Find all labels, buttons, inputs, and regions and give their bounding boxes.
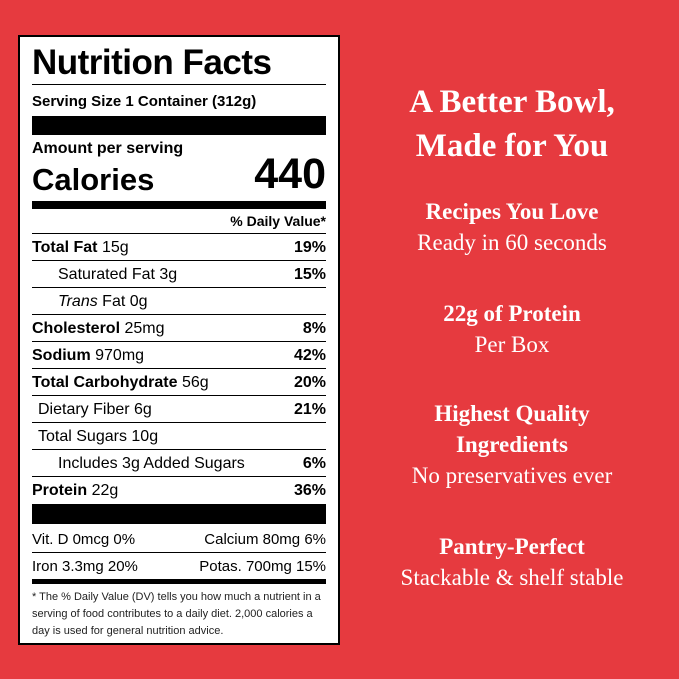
nutrient-dv: 15% [293, 265, 326, 283]
nutrient-row: Protein 22g 36% [32, 476, 326, 504]
nutrient-dv: 19% [293, 238, 326, 256]
nutrient-name: Cholesterol [32, 319, 121, 337]
nutrient-name: Sodium [32, 346, 91, 364]
dv-header: % Daily Value* [230, 213, 326, 229]
nutrient-amount: 0g [129, 292, 148, 310]
headline: Made for You [415, 128, 609, 164]
feature-subtitle: No preservatives ever [411, 463, 613, 488]
vitamin: Potas. 700mg 15% [199, 558, 326, 575]
nutrient-amount: 970mg [95, 346, 145, 364]
nutrient-amount: 56g [181, 373, 209, 391]
feature-subtitle: Per Box [474, 332, 550, 357]
feature-title: Pantry-Perfect [439, 534, 585, 559]
nutrient-name: Dietary Fiber [38, 400, 130, 418]
serving-size: Serving Size 1 Container (312g) [32, 93, 326, 110]
nutrient-row: Trans Fat 0g [32, 287, 326, 315]
nutrient-row: Dietary Fiber 6g 21% [32, 395, 326, 423]
nutrient-name: Saturated Fat [58, 265, 155, 283]
thick-bar [32, 504, 326, 524]
nutrient-name: Protein [32, 481, 88, 499]
thick-bar [32, 201, 326, 209]
nutrient-dv: 8% [302, 319, 326, 337]
feature-subtitle: Stackable & shelf stable [400, 565, 624, 590]
nutrient-name: Fat [102, 292, 126, 310]
vitamin: Vit. D 0mcg 0% [32, 531, 136, 548]
nutrient-name: Total Fat [32, 238, 98, 256]
serving-size-label: Serving Size [32, 93, 122, 110]
vitamin-row: Vit. D 0mcg 0% Calcium 80mg 6% [32, 531, 326, 548]
label-title: Nutrition Facts [32, 43, 272, 82]
footnote: * The % Daily Value (DV) tells you how m… [32, 591, 321, 637]
nutrient-dv: 21% [293, 400, 326, 418]
nutrient-row: Includes 3g Added Sugars 6% [32, 449, 326, 477]
thick-bar [32, 116, 326, 135]
nutrient-dv: 20% [293, 373, 326, 391]
feature-title: Ingredients [455, 432, 569, 457]
feature-title: Recipes You Love [425, 199, 599, 224]
nutrient-row: Saturated Fat 3g 15% [32, 260, 326, 288]
nutrient-name: Total Carbohydrate [32, 373, 178, 391]
vitamin-row: Iron 3.3mg 20% Potas. 700mg 15% [32, 558, 326, 575]
rule [32, 84, 326, 85]
nutrient-amount: 25mg [124, 319, 165, 337]
rule [32, 552, 326, 553]
amount-per-serving: Amount per serving [32, 140, 184, 157]
nutrient-amount: 3g [159, 265, 178, 283]
vitamin: Iron 3.3mg 20% [32, 558, 138, 575]
nutrient-name-italic: Trans [58, 292, 98, 310]
nutrient-dv: 42% [293, 346, 326, 364]
nutrient-row: Total Fat 15g 19% [32, 233, 326, 261]
nutrient-name: Includes 3g Added Sugars [58, 454, 245, 472]
calories-label: Calories [32, 162, 155, 197]
nutrient-amount: 10g [131, 427, 159, 445]
vitamin: Calcium 80mg 6% [204, 531, 326, 548]
thick-bar [32, 579, 326, 584]
nutrient-amount: 15g [101, 238, 129, 256]
feature-subtitle: Ready in 60 seconds [417, 230, 607, 255]
nutrient-row: Total Sugars 10g [32, 422, 326, 450]
headline: A Better Bowl, [409, 84, 615, 120]
nutrient-amount: 6g [134, 400, 152, 418]
nutrient-row: Sodium 970mg 42% [32, 341, 326, 369]
nutrition-label: Nutrition Facts Serving Size 1 Container… [18, 35, 340, 645]
calories-value: 440 [254, 150, 326, 198]
feature-title: Highest Quality [434, 401, 590, 426]
serving-size-value: 1 Container (312g) [125, 93, 257, 110]
nutrient-amount: 22g [91, 481, 119, 499]
nutrient-dv: 36% [293, 481, 326, 499]
nutrient-row: Cholesterol 25mg 8% [32, 314, 326, 342]
nutrient-row: Total Carbohydrate 56g 20% [32, 368, 326, 396]
nutrient-dv: 6% [302, 454, 326, 472]
nutrient-name: Total Sugars [38, 427, 127, 445]
feature-title: 22g of Protein [443, 301, 581, 326]
